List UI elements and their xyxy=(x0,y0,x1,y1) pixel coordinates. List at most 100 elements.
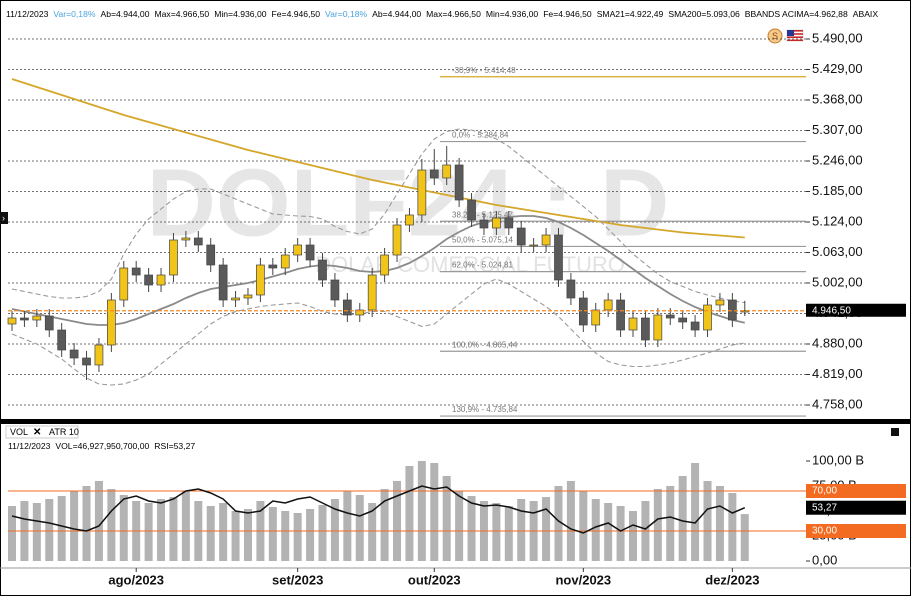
header-item: Fe=4.946,50 xyxy=(543,9,592,19)
rsi-level-label: 30,00 xyxy=(812,526,837,537)
fib-label: 100,0% - 4.865,44 xyxy=(452,340,518,349)
candle-body xyxy=(554,234,563,281)
overlay-line xyxy=(11,278,745,386)
volume-bar xyxy=(45,499,54,561)
volume-bar xyxy=(355,495,364,561)
candle-body xyxy=(616,299,625,331)
indicator-tabs xyxy=(5,425,79,439)
volume-bar xyxy=(8,506,16,561)
y-tick-label: 5.368,00 xyxy=(812,91,863,106)
volume-bar xyxy=(517,499,526,561)
header-item: Var=0,18% xyxy=(53,9,95,19)
volume-bar xyxy=(455,491,464,561)
volume-bar xyxy=(579,491,588,561)
tab-close[interactable]: ✕ xyxy=(33,427,41,438)
volume-bar xyxy=(157,499,166,561)
header-item: ABAIX xyxy=(853,9,879,19)
fib-label: 50,0% - 5.075,14 xyxy=(452,236,513,245)
overlay-line xyxy=(11,128,745,304)
x-tick-label: out/2023 xyxy=(408,572,461,587)
rsi-level-box xyxy=(806,484,906,498)
volume-bar xyxy=(728,493,737,561)
header-item: Var=0,18% xyxy=(325,9,367,19)
candle-body xyxy=(94,344,104,366)
candle-body xyxy=(417,169,427,216)
volume-bar xyxy=(119,495,128,561)
watermark-name: DÓLAR COMERCIAL FUTURO xyxy=(315,252,625,277)
candle-body xyxy=(740,310,750,313)
volume-bar xyxy=(591,499,600,561)
header-item: SMA200=5.093,06 xyxy=(668,9,740,19)
y-tick-label: 5.490,00 xyxy=(812,30,863,45)
candle-body xyxy=(728,299,737,321)
currency-icon[interactable] xyxy=(767,28,783,44)
volume-bar xyxy=(181,491,190,561)
header-item: SMA21=4.922,49 xyxy=(597,9,664,19)
fib-label: -30,9% - 5.414,48 xyxy=(452,66,516,75)
x-tick-label: nov/2023 xyxy=(555,572,611,587)
volume-bar xyxy=(504,506,513,561)
tab-atr[interactable]: ATR 10 xyxy=(49,427,79,437)
maximize-button[interactable] xyxy=(891,428,899,436)
volume-bar xyxy=(430,463,439,561)
volume-bar xyxy=(243,509,252,561)
side-handle[interactable] xyxy=(0,212,8,224)
rsi-level-box xyxy=(806,524,906,538)
candle-body xyxy=(653,314,663,341)
y-tick-label: 100,00 B xyxy=(812,452,864,467)
volume-bar xyxy=(554,486,563,561)
volume-bar xyxy=(380,489,389,561)
candle-body xyxy=(715,299,725,306)
volume-bar xyxy=(566,481,575,561)
candle-body xyxy=(454,164,464,201)
candle-body xyxy=(69,349,79,359)
volume-bar xyxy=(604,503,613,561)
candle-body xyxy=(32,315,42,321)
candle-body xyxy=(7,317,17,325)
y-tick-label: 4.880,00 xyxy=(812,335,863,350)
volume-bar xyxy=(629,511,637,561)
candle-body xyxy=(280,254,290,269)
candle-body xyxy=(367,274,377,311)
last-price-label: 4.946,50 xyxy=(812,305,851,316)
x-tick-label: dez/2023 xyxy=(705,572,759,587)
volume-bar xyxy=(368,503,377,561)
volume-bar xyxy=(293,513,302,561)
candle-body xyxy=(156,274,166,286)
volume-bar xyxy=(318,505,327,561)
last-rsi-box xyxy=(806,500,906,515)
candle-body xyxy=(193,237,203,246)
volume-bar xyxy=(703,481,712,561)
candle-body xyxy=(318,259,327,281)
header-item: Ab=4.944,00 xyxy=(101,9,150,19)
candle-body xyxy=(628,317,638,331)
volume-bar xyxy=(715,486,724,561)
candle-body xyxy=(566,279,576,299)
last-price-box xyxy=(806,303,906,317)
volume-bar xyxy=(144,503,153,561)
y-tick-label: 5.002,00 xyxy=(812,274,863,289)
volume-bar xyxy=(306,509,315,561)
tab-vol[interactable]: VOL xyxy=(10,427,28,437)
candle-body xyxy=(603,299,613,311)
candle-body xyxy=(442,164,452,179)
candle-body xyxy=(218,264,228,301)
candle-body xyxy=(504,217,514,229)
y-tick-label: 5.124,00 xyxy=(812,213,863,228)
header: 11/12/2023 Var=0,18% Ab=4.944,00 Max=4.966,… xyxy=(6,9,878,19)
candle-body xyxy=(703,304,712,331)
candle-body xyxy=(392,224,402,256)
volume-bar xyxy=(442,476,451,561)
volume-bar xyxy=(330,499,339,561)
info-item: 11/12/2023 xyxy=(8,441,51,451)
volume-bar xyxy=(32,503,41,561)
fib-label: 130,9% - 4.735,84 xyxy=(452,405,518,414)
y-tick-label: 5.429,00 xyxy=(812,61,863,76)
volume-bar xyxy=(691,463,700,561)
candle-body xyxy=(144,274,153,286)
candle-body xyxy=(330,279,340,301)
watermark-symbol: DOLF24 : D xyxy=(147,149,670,256)
candle-body xyxy=(591,309,601,326)
candle-body xyxy=(206,244,216,266)
